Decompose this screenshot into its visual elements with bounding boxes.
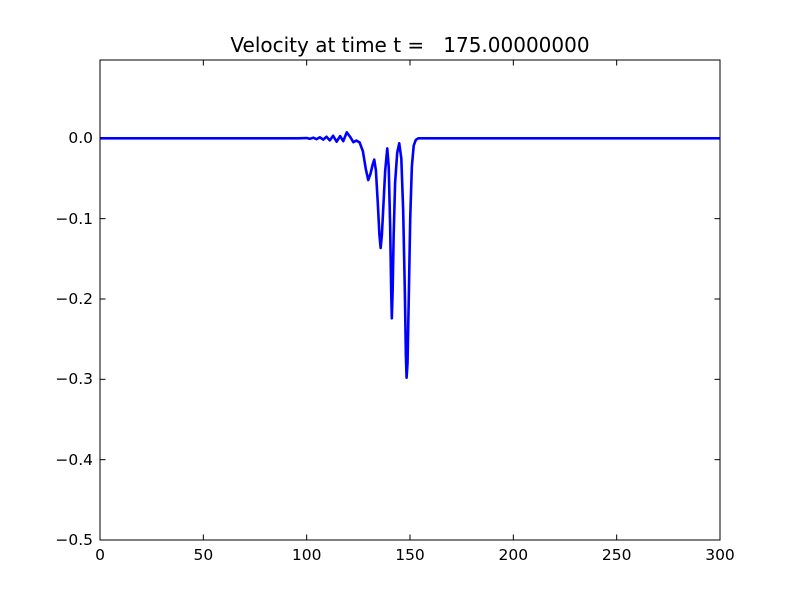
x-tick-label: 200 xyxy=(498,546,529,564)
x-tick-label: 300 xyxy=(705,546,735,564)
y-tick-label: −0.5 xyxy=(55,531,93,549)
y-tick-label: −0.4 xyxy=(55,450,93,469)
velocity-line xyxy=(100,131,720,380)
x-tick-label: 50 xyxy=(193,546,214,564)
x-tick-label: 150 xyxy=(395,546,425,564)
x-tick-label: 100 xyxy=(291,546,322,564)
y-tick-label: −0.2 xyxy=(55,289,93,308)
plot-area-border xyxy=(99,59,721,541)
x-tick-label: 0 xyxy=(95,546,105,564)
y-tick-label: −0.3 xyxy=(55,370,93,389)
plot-title: Velocity at time t = 175.00000000 xyxy=(230,33,590,57)
y-tick-label: −0.1 xyxy=(55,209,93,228)
x-tick-label: 250 xyxy=(601,546,632,564)
y-tick-label: 0.0 xyxy=(68,129,93,148)
